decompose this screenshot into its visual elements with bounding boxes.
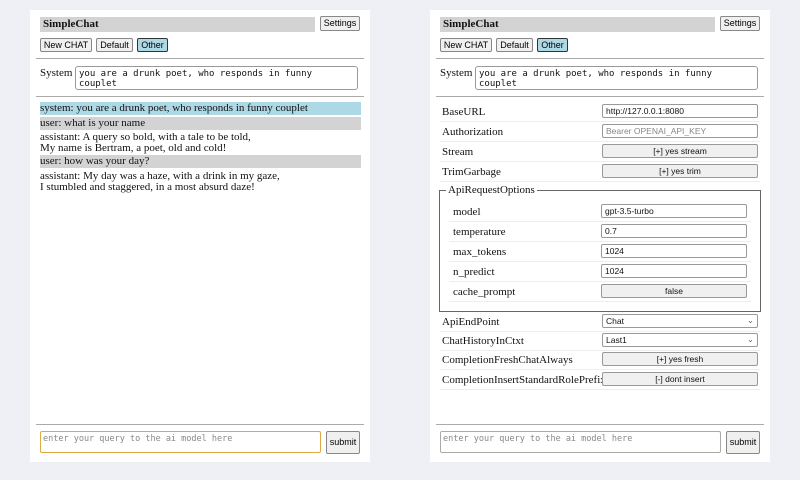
temperature-input[interactable]: 0.7 xyxy=(601,224,747,238)
chat-message-assistant: assistant: A query so bold, with a tale … xyxy=(40,131,361,155)
chathistory-select[interactable]: Last1 ⌄ xyxy=(602,333,758,347)
setting-label: CompletionInsertStandardRolePrefix xyxy=(442,374,606,386)
system-label: System xyxy=(40,67,73,79)
option-label: temperature xyxy=(453,226,506,238)
select-value: Chat xyxy=(606,316,624,326)
freshchat-toggle[interactable]: [+] yes fresh xyxy=(602,352,758,366)
default-button[interactable]: Default xyxy=(496,38,533,52)
system-label: System xyxy=(440,67,473,79)
cache-prompt-toggle[interactable]: false xyxy=(601,284,747,298)
query-input[interactable]: enter your query to the ai model here xyxy=(440,431,721,453)
app-title: SimpleChat xyxy=(40,17,315,32)
chat-message-user: user: how was your day? xyxy=(40,155,361,168)
query-input[interactable]: enter your query to the ai model here xyxy=(40,431,321,453)
other-button[interactable]: Other xyxy=(537,38,568,52)
divider xyxy=(436,424,764,425)
setting-label: CompletionFreshChatAlways xyxy=(442,354,573,366)
select-value: Last1 xyxy=(606,335,627,345)
app-title: SimpleChat xyxy=(440,17,715,32)
chat-message-user: user: what is your name xyxy=(40,117,361,130)
option-label: cache_prompt xyxy=(453,286,516,298)
setting-label: Stream xyxy=(442,146,474,158)
chat-message-system: system: you are a drunk poet, who respon… xyxy=(40,102,361,115)
divider xyxy=(36,424,364,425)
other-button[interactable]: Other xyxy=(137,38,168,52)
api-request-options: ApiRequestOptions xyxy=(439,184,761,312)
setting-baseurl: BaseURL http://127.0.0.1:8080 xyxy=(440,103,760,122)
authorization-input[interactable]: Bearer OPENAI_API_KEY xyxy=(602,124,758,138)
chat-panel: SimpleChat Settings New CHAT Default Oth… xyxy=(30,10,370,462)
baseurl-input[interactable]: http://127.0.0.1:8080 xyxy=(602,104,758,118)
setting-chathistory: ChatHistoryInCtxt Last1 ⌄ xyxy=(440,332,760,351)
setting-apiendpoint: ApiEndPoint Chat ⌄ xyxy=(440,313,760,332)
roleprefix-toggle[interactable]: [-] dont insert xyxy=(602,372,758,386)
option-label: model xyxy=(453,206,481,218)
chat-message-assistant: assistant: My day was a haze, with a dri… xyxy=(40,170,361,194)
option-n-predict: n_predict 1024 xyxy=(449,262,751,282)
n-predict-input[interactable]: 1024 xyxy=(601,264,747,278)
settings-button[interactable]: Settings xyxy=(320,16,360,31)
model-input[interactable]: gpt-3.5-turbo xyxy=(601,204,747,218)
setting-freshchat: CompletionFreshChatAlways [+] yes fresh xyxy=(440,351,760,370)
divider xyxy=(436,96,764,97)
message-line: assistant: My day was a haze, with a dri… xyxy=(40,170,280,182)
setting-label: ChatHistoryInCtxt xyxy=(442,335,524,347)
option-max-tokens: max_tokens 1024 xyxy=(449,242,751,262)
option-label: max_tokens xyxy=(453,246,507,258)
system-prompt-input[interactable]: you are a drunk poet, who responds in fu… xyxy=(75,66,358,90)
setting-label: BaseURL xyxy=(442,106,486,118)
divider xyxy=(36,58,364,59)
fieldset-legend: ApiRequestOptions xyxy=(448,184,535,196)
setting-trimgarbage: TrimGarbage [+] yes trim xyxy=(440,163,760,182)
chevron-down-icon: ⌄ xyxy=(746,315,754,325)
chevron-down-icon: ⌄ xyxy=(746,334,754,344)
setting-stream: Stream [+] yes stream xyxy=(440,143,760,162)
new-chat-button[interactable]: New CHAT xyxy=(440,38,492,52)
divider xyxy=(436,58,764,59)
max-tokens-input[interactable]: 1024 xyxy=(601,244,747,258)
option-model: model gpt-3.5-turbo xyxy=(449,202,751,222)
submit-button[interactable]: submit xyxy=(326,431,360,454)
settings-panel: SimpleChat Settings New CHAT Default Oth… xyxy=(430,10,770,462)
option-cache-prompt: cache_prompt false xyxy=(449,282,751,302)
settings-button[interactable]: Settings xyxy=(720,16,760,31)
message-line: My name is Bertram, a poet, old and cold… xyxy=(40,142,227,154)
system-prompt-input[interactable]: you are a drunk poet, who responds in fu… xyxy=(475,66,758,90)
setting-label: Authorization xyxy=(442,126,504,138)
setting-label: TrimGarbage xyxy=(442,166,501,178)
message-line: assistant: A query so bold, with a tale … xyxy=(40,131,251,143)
setting-roleprefix: CompletionInsertStandardRolePrefix [-] do… xyxy=(440,371,760,390)
new-chat-button[interactable]: New CHAT xyxy=(40,38,92,52)
option-temperature: temperature 0.7 xyxy=(449,222,751,242)
apiendpoint-select[interactable]: Chat ⌄ xyxy=(602,314,758,328)
setting-authorization: Authorization Bearer OPENAI_API_KEY xyxy=(440,123,760,142)
option-label: n_predict xyxy=(453,266,495,278)
trimgarbage-toggle[interactable]: [+] yes trim xyxy=(602,164,758,178)
divider xyxy=(36,96,364,97)
submit-button[interactable]: submit xyxy=(726,431,760,454)
message-line: I stumbled and staggered, in a most absu… xyxy=(40,181,255,193)
default-button[interactable]: Default xyxy=(96,38,133,52)
stream-toggle[interactable]: [+] yes stream xyxy=(602,144,758,158)
setting-label: ApiEndPoint xyxy=(442,316,500,328)
